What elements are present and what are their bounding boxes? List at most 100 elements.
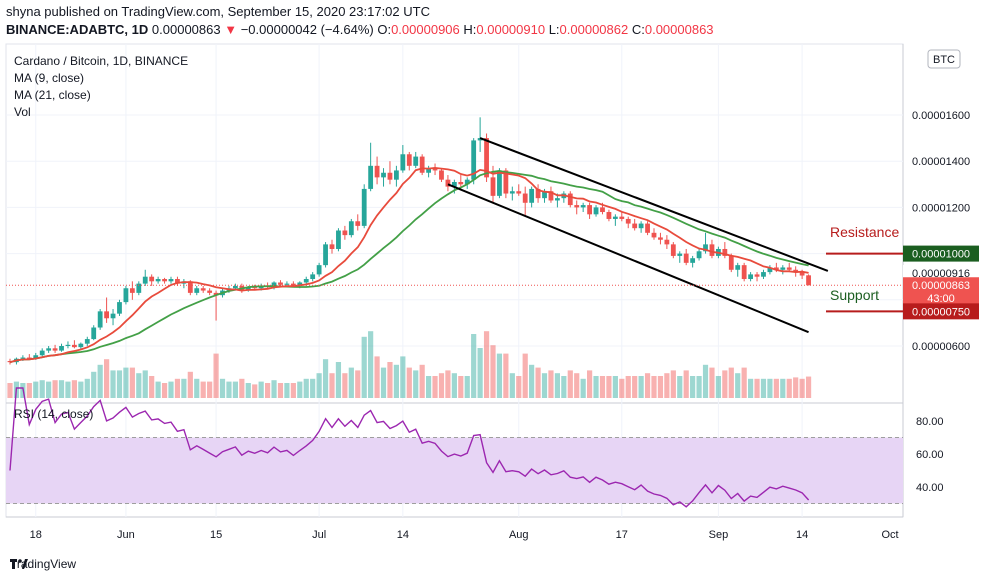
candle-body — [703, 244, 708, 252]
volume-bar — [567, 370, 573, 398]
volume-bar — [677, 376, 683, 398]
volume-bar — [329, 373, 335, 398]
volume-bar — [136, 373, 142, 398]
candle-body — [593, 207, 599, 215]
support-label: Support — [830, 287, 879, 303]
candle-body — [406, 154, 412, 166]
volume-bar — [490, 345, 496, 398]
currency-badge-label: BTC — [933, 54, 955, 66]
candle-body — [658, 237, 663, 240]
price-tick-label: 0.00001200 — [912, 202, 970, 214]
candle-body — [722, 248, 728, 256]
candle-body — [336, 230, 341, 249]
volume-bar — [322, 359, 329, 398]
change-arrow-icon: ▼ — [224, 22, 238, 37]
volume-bar — [200, 381, 206, 398]
support-price-tag-label: 0.00000750 — [912, 306, 970, 318]
candle-body — [33, 355, 39, 359]
candle-body — [793, 269, 799, 273]
candle-body — [149, 276, 155, 282]
last-price: 0.00000863 — [151, 22, 221, 37]
candle-body — [136, 283, 142, 293]
high-label: H: — [463, 22, 477, 37]
candle-body — [245, 287, 251, 291]
candle-body — [194, 288, 200, 293]
volume-bar — [290, 383, 296, 398]
support-price-tag — [903, 303, 979, 320]
volume-bar — [91, 371, 97, 398]
volume-bar — [773, 378, 779, 398]
volume-bar — [161, 383, 168, 398]
volume-bar — [799, 378, 805, 398]
time-tick-label: Oct — [881, 529, 898, 541]
volume-bar — [400, 356, 406, 398]
channel-line — [479, 137, 829, 272]
candle-body — [59, 346, 64, 351]
candle-body — [445, 179, 451, 187]
candle-body — [84, 339, 90, 344]
volume-bar — [335, 362, 342, 398]
candle-body — [458, 181, 464, 185]
candle-body — [329, 244, 335, 249]
volume-bar — [149, 376, 155, 398]
volume-bar — [715, 376, 721, 398]
volume-bar — [426, 376, 432, 398]
candle-body — [580, 205, 586, 208]
rsi-tick-label: 40.00 — [916, 482, 944, 494]
volume-bar — [361, 336, 367, 398]
resistance-price-tag-label: 0.00001000 — [912, 249, 970, 261]
volume-bar — [548, 370, 554, 398]
currency-badge[interactable] — [927, 49, 961, 69]
high-value: 0.00000910 — [476, 22, 546, 37]
candle-body — [542, 191, 547, 199]
candle-body — [664, 239, 670, 245]
volume-bar — [683, 370, 689, 398]
volume-bar — [355, 370, 361, 398]
volume-bar — [71, 380, 77, 398]
volume-bar — [632, 376, 638, 398]
ma9-line — [9, 166, 809, 364]
candle-body — [175, 279, 180, 284]
channel-lines[interactable] — [447, 137, 829, 334]
candle-body — [439, 170, 444, 180]
volume-bar — [651, 376, 657, 398]
candles[interactable] — [7, 117, 811, 365]
candle-body — [477, 138, 483, 141]
volume-bar — [46, 381, 52, 398]
ma-price-tag-label: 0.00000916 — [912, 268, 970, 280]
time-tick-label: 14 — [397, 529, 409, 541]
time-tick-label: Aug — [509, 529, 529, 541]
volume-bar — [451, 373, 457, 398]
candle-body — [683, 253, 689, 263]
ma-price-tag — [903, 265, 979, 282]
footer-brand[interactable]: TradingView — [10, 557, 76, 571]
last-price-tag — [903, 277, 979, 306]
volume-bar — [39, 380, 45, 398]
candle-body — [484, 138, 489, 178]
volume-bar — [374, 356, 380, 398]
volume-bar — [271, 380, 277, 398]
volume-bar — [232, 381, 238, 398]
annotations[interactable]: Resistance Support — [826, 224, 903, 313]
volume-bar — [638, 376, 644, 398]
price-tick-label: 0.00001400 — [912, 156, 970, 168]
volume-bar — [696, 376, 702, 398]
legend-vol: Vol — [14, 105, 31, 119]
legend-ma9: MA (9, close) — [14, 71, 84, 85]
volume-bar — [644, 373, 651, 398]
volume-bar — [297, 381, 303, 398]
volume-bar — [368, 331, 374, 398]
volume-bar — [522, 353, 528, 398]
volume-bar — [471, 334, 477, 398]
open-label: O: — [377, 22, 392, 37]
volume-bar — [97, 364, 103, 398]
candle-body — [645, 223, 650, 233]
candle-body — [117, 302, 122, 314]
candle-body — [26, 357, 32, 359]
candle-body — [387, 172, 393, 180]
volume-bar — [65, 381, 71, 398]
volume-bar — [664, 373, 670, 398]
symbol-label: BINANCE:ADABTC, 1D — [6, 22, 149, 37]
rsi-axis-labels: 40.00 60.00 80.00 — [916, 416, 944, 494]
